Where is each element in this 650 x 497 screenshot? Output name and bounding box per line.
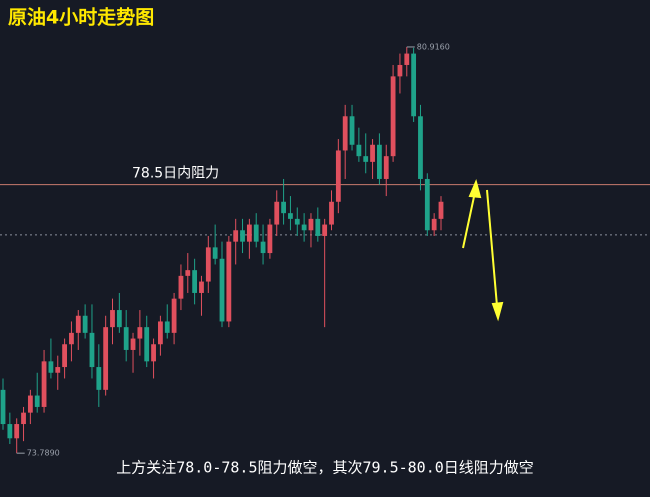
candle-body [240,230,245,242]
candle-body [342,116,348,151]
candle-body [205,247,211,282]
candle-body [418,116,423,179]
candle-body [55,367,61,373]
candle-body [192,270,198,293]
candle-body [34,395,40,407]
arrows [462,178,504,322]
candle-body [253,224,259,242]
candle-body [178,275,184,299]
candle-body [349,116,355,145]
candle-body [7,424,13,439]
candle-body [96,367,102,390]
high-label: 80.9160 [417,42,450,51]
candle-body [82,315,88,333]
low-label: 73.7890 [27,449,60,458]
candle-body [370,144,375,162]
candle-body [363,156,369,162]
candle-body [21,412,26,425]
candle-body [14,424,20,439]
candle-body [335,150,341,202]
candle-body [219,258,225,322]
candle-body [123,327,129,350]
candle-body [233,230,239,242]
candle-body [274,201,280,225]
candle-body [103,327,109,390]
candle-body [424,178,430,231]
candle-body [260,241,266,254]
candle-body [69,332,74,345]
candle-body [390,76,396,157]
candle-body [322,224,328,236]
arrow-up [462,191,476,249]
annotation: 上方关注78.0-78.5阻力做空，其次79.5-80.0日线阻力做空 [116,459,534,477]
candle-body [110,310,115,328]
candle-body [0,389,6,425]
candle-body [356,144,362,157]
candle-body [294,218,300,225]
candle-body [27,395,33,413]
candle-body [75,315,81,333]
candle-body [116,310,122,328]
arrow-head [491,301,504,322]
arrow-head [468,178,482,199]
candle-body [377,144,382,179]
chart-title: 原油4小时走势图 [8,6,154,29]
candle-body [315,218,321,236]
candle-body [438,201,444,219]
candle-body [164,321,170,333]
candle-body [62,344,67,368]
candle-body [212,247,218,259]
candle-body [431,218,437,231]
candle-body [329,201,334,225]
candle-body [144,327,150,362]
candle-body [199,281,204,293]
candle-body [246,224,252,242]
candle-body [48,361,54,373]
candle-body [226,241,232,322]
arrow-down [486,189,498,307]
candle-body [267,224,273,254]
candle-body [281,201,286,214]
resistance-label: 78.5日内阻力 [132,166,219,182]
candle-body [288,213,293,219]
candle-body [185,270,191,276]
candle-body [41,361,47,407]
candle-body [301,224,307,231]
candle-body [404,53,410,65]
candle-body [158,321,163,345]
candle-body [137,327,143,339]
candle-body [130,338,136,350]
candle-body [171,298,177,333]
candle-body [383,156,389,179]
candle-body [151,344,156,362]
candle-body [308,218,314,231]
candle-body [89,332,95,368]
candle-body [397,64,403,77]
candle-body [411,53,417,117]
